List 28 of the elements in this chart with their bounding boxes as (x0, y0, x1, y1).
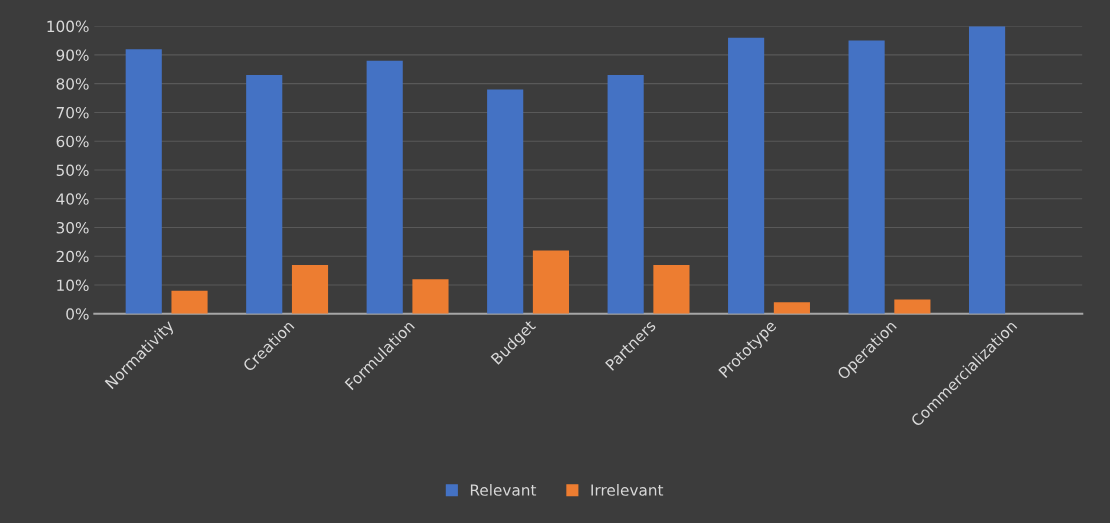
y-tick-label: 40% (56, 193, 89, 205)
legend-label: Irrelevant (591, 484, 664, 496)
bar (848, 40, 885, 314)
bar (607, 75, 644, 314)
bar (532, 250, 570, 314)
bar (894, 299, 931, 314)
y-tick-label: 60% (56, 135, 89, 148)
y-tick-label: 70% (56, 106, 89, 119)
bar (246, 75, 283, 314)
y-tick-label: 0% (66, 308, 89, 320)
bar (773, 302, 810, 314)
y-tick-label: 30% (56, 221, 89, 234)
bar (171, 290, 208, 314)
y-tick-label: 50% (56, 164, 89, 176)
y-tick-label: 100% (47, 20, 89, 33)
bar (366, 60, 403, 314)
bar (125, 49, 162, 314)
legend-label: Relevant (470, 484, 537, 496)
bar (969, 26, 1006, 314)
y-tick-label: 10% (57, 279, 89, 292)
bar (728, 37, 765, 314)
bar (487, 89, 524, 314)
bar (653, 264, 690, 314)
y-tick-label: 80% (56, 78, 89, 90)
bar (291, 264, 329, 314)
y-tick-label: 90% (56, 49, 89, 61)
bar (412, 279, 449, 314)
y-tick-label: 20% (56, 250, 89, 263)
